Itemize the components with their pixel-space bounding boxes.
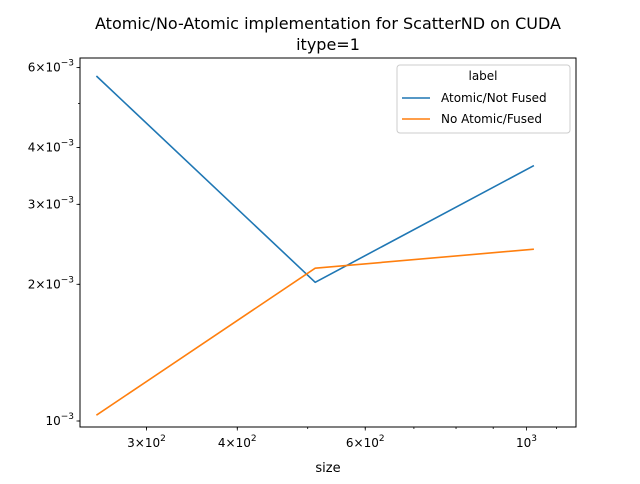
x-tick-label: 6×102 (346, 434, 385, 450)
chart-title: Atomic/No-Atomic implementation for Scat… (95, 14, 561, 33)
y-tick-label: 2×10−3 (28, 275, 74, 291)
plot-frame (79, 57, 577, 428)
series-line-1 (95, 75, 535, 284)
legend-box (396, 64, 571, 134)
x-tick-label: 4×102 (218, 434, 257, 450)
y-tick-label: 6×10−3 (28, 59, 74, 75)
y-tick-label: 3×10−3 (28, 195, 74, 211)
series-line-2 (95, 248, 534, 416)
y-tick-label: 10−3 (45, 412, 74, 428)
legend: label Atomic/Not Fused No Atomic/Fused (396, 64, 571, 134)
legend-title: label (468, 69, 497, 83)
x-axis-label: size (315, 461, 340, 476)
x-tick-label: 103 (516, 434, 537, 450)
legend-label-2: No Atomic/Fused (441, 112, 542, 126)
x-tick-label: 3×102 (127, 434, 166, 450)
legend-label-1: Atomic/Not Fused (441, 91, 547, 105)
y-tick-label: 4×10−3 (28, 139, 74, 155)
chart-subtitle: itype=1 (296, 35, 360, 54)
